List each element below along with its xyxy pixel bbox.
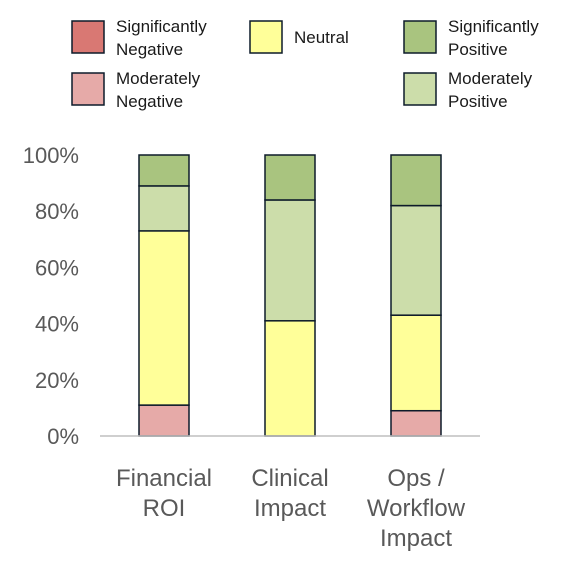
x-category-label: Ops / xyxy=(387,465,445,492)
y-tick-label: 60% xyxy=(35,255,79,280)
bar-segment-moderately-positive xyxy=(390,204,442,316)
legend: Significantly Negative Moderately Negative N… xyxy=(71,17,539,111)
legend-item-neutral: Neutral xyxy=(249,20,349,54)
y-tick-label: 40% xyxy=(35,312,79,337)
y-tick-label: 0% xyxy=(47,424,79,449)
legend-swatch-significantly-positive xyxy=(403,20,437,54)
y-tick-label: 20% xyxy=(35,368,79,393)
legend-label-significantly-negative: Negative xyxy=(116,40,183,59)
legend-swatch-neutral xyxy=(249,20,283,54)
bar-stack-ops-workflow-impact xyxy=(390,154,442,437)
legend-item-significantly-positive: Significantly Positive xyxy=(403,17,539,59)
bar-segment-significantly-positive xyxy=(138,154,190,187)
x-category-label: Impact xyxy=(254,495,326,522)
bar-segment-moderately-positive xyxy=(138,185,190,232)
bar-segment-moderately-negative xyxy=(390,409,442,437)
bar-segment-significantly-positive xyxy=(264,154,316,201)
x-category-label: Impact xyxy=(380,525,452,552)
bar-segment-significantly-positive xyxy=(390,154,442,207)
legend-label-moderately-positive: Positive xyxy=(448,92,508,111)
y-tick-label: 80% xyxy=(35,199,79,224)
legend-label-significantly-positive: Significantly xyxy=(448,17,539,36)
bar-segment-moderately-positive xyxy=(264,199,316,322)
bar-stack-clinical-impact xyxy=(264,154,316,437)
y-tick-label: 100% xyxy=(23,143,79,168)
legend-swatch-moderately-positive xyxy=(403,72,437,106)
legend-item-moderately-negative: Moderately Negative xyxy=(71,69,201,111)
legend-label-moderately-positive: Moderately xyxy=(448,69,533,88)
bar-segment-neutral xyxy=(138,230,190,406)
bar-stack-financial-roi xyxy=(138,154,190,437)
legend-item-significantly-negative: Significantly Negative xyxy=(71,17,207,59)
legend-label-significantly-negative: Significantly xyxy=(116,17,207,36)
x-category-label: ROI xyxy=(143,495,186,522)
legend-swatch-moderately-negative xyxy=(71,72,105,106)
bars xyxy=(138,154,442,437)
legend-label-neutral: Neutral xyxy=(294,28,349,47)
x-category-label: Financial xyxy=(116,465,212,492)
x-axis-labels: Financial ROI Clinical Impact Ops / Workflow I… xyxy=(116,465,466,552)
legend-label-moderately-negative: Negative xyxy=(116,92,183,111)
bar-segment-neutral xyxy=(390,314,442,412)
x-category-label: Workflow xyxy=(367,495,466,522)
x-category-label: Clinical xyxy=(251,465,328,492)
bar-segment-neutral xyxy=(264,320,316,437)
legend-label-significantly-positive: Positive xyxy=(448,40,508,59)
bar-segment-moderately-negative xyxy=(138,404,190,437)
legend-swatch-significantly-negative xyxy=(71,20,105,54)
legend-item-moderately-positive: Moderately Positive xyxy=(403,69,533,111)
legend-label-moderately-negative: Moderately xyxy=(116,69,201,88)
y-axis: 0% 20% 40% 60% 80% 100% xyxy=(23,143,79,449)
